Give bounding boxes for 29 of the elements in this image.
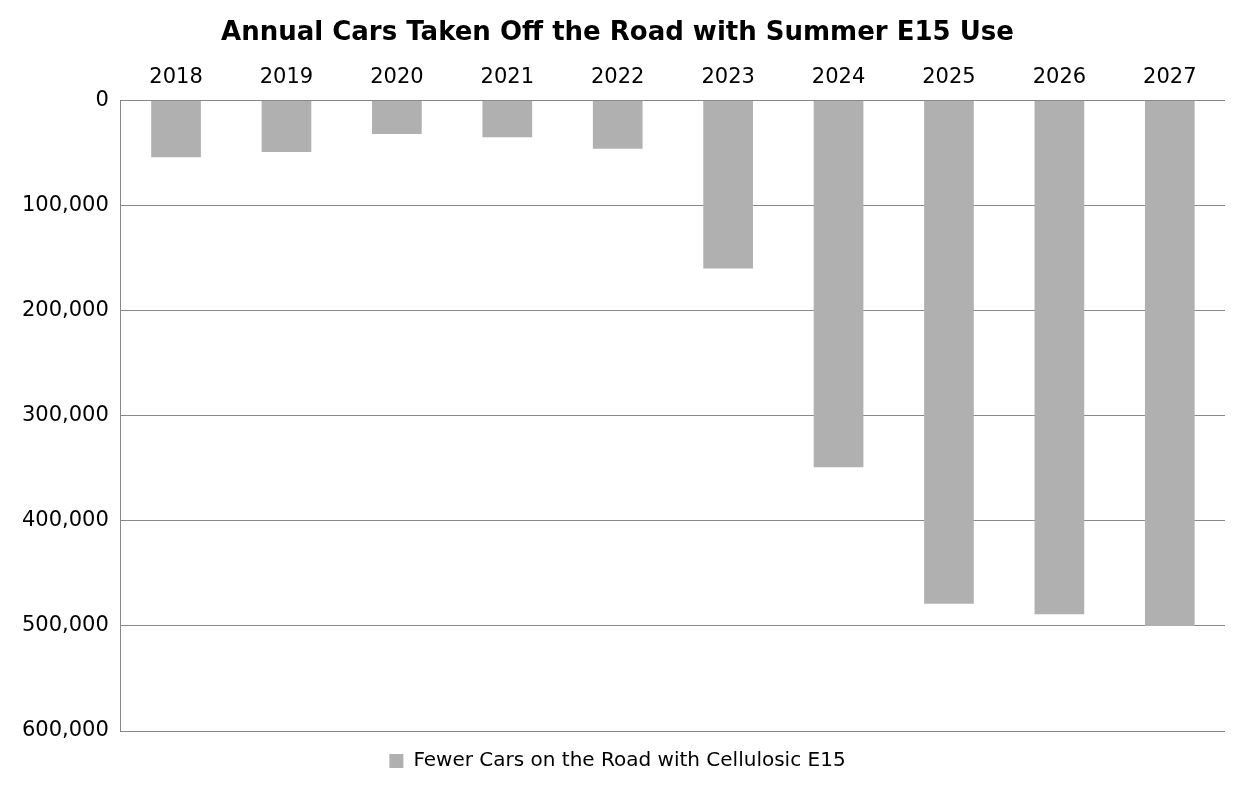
x-tick-label: 2021 xyxy=(480,64,535,89)
x-tick-label: 2022 xyxy=(590,64,645,89)
bar xyxy=(482,100,533,138)
y-tick-label: 400,000 xyxy=(22,507,109,532)
bar xyxy=(1144,100,1195,626)
x-tick-label: 2023 xyxy=(701,64,755,89)
bar xyxy=(924,100,974,604)
y-tick-label: 0 xyxy=(95,86,109,111)
x-tick-label: 2027 xyxy=(1143,64,1197,89)
x-tick-label: 2025 xyxy=(922,64,976,89)
y-tick-label: 200,000 xyxy=(22,297,109,322)
legend-label: Fewer Cars on the Road with Cellulosic E15 xyxy=(413,747,846,772)
x-tick-label: 2024 xyxy=(811,64,866,89)
x-tick-label: 2018 xyxy=(149,64,203,89)
bar xyxy=(151,100,201,158)
bar xyxy=(592,100,643,149)
x-tick-label: 2026 xyxy=(1032,64,1087,89)
y-tick-label: 100,000 xyxy=(22,191,109,216)
y-tick-label: 500,000 xyxy=(22,612,109,637)
y-tick-label: 600,000 xyxy=(22,717,109,742)
bar xyxy=(813,100,864,468)
bar xyxy=(1034,100,1085,615)
y-tick-label: 300,000 xyxy=(22,402,109,427)
chart-title: Annual Cars Taken Off the Road with Summer E15 Use xyxy=(221,16,1014,47)
bar xyxy=(261,100,312,152)
bar xyxy=(703,100,753,269)
x-tick-label: 2019 xyxy=(259,64,314,89)
x-tick-label: 2020 xyxy=(370,64,424,89)
bar xyxy=(372,100,422,135)
